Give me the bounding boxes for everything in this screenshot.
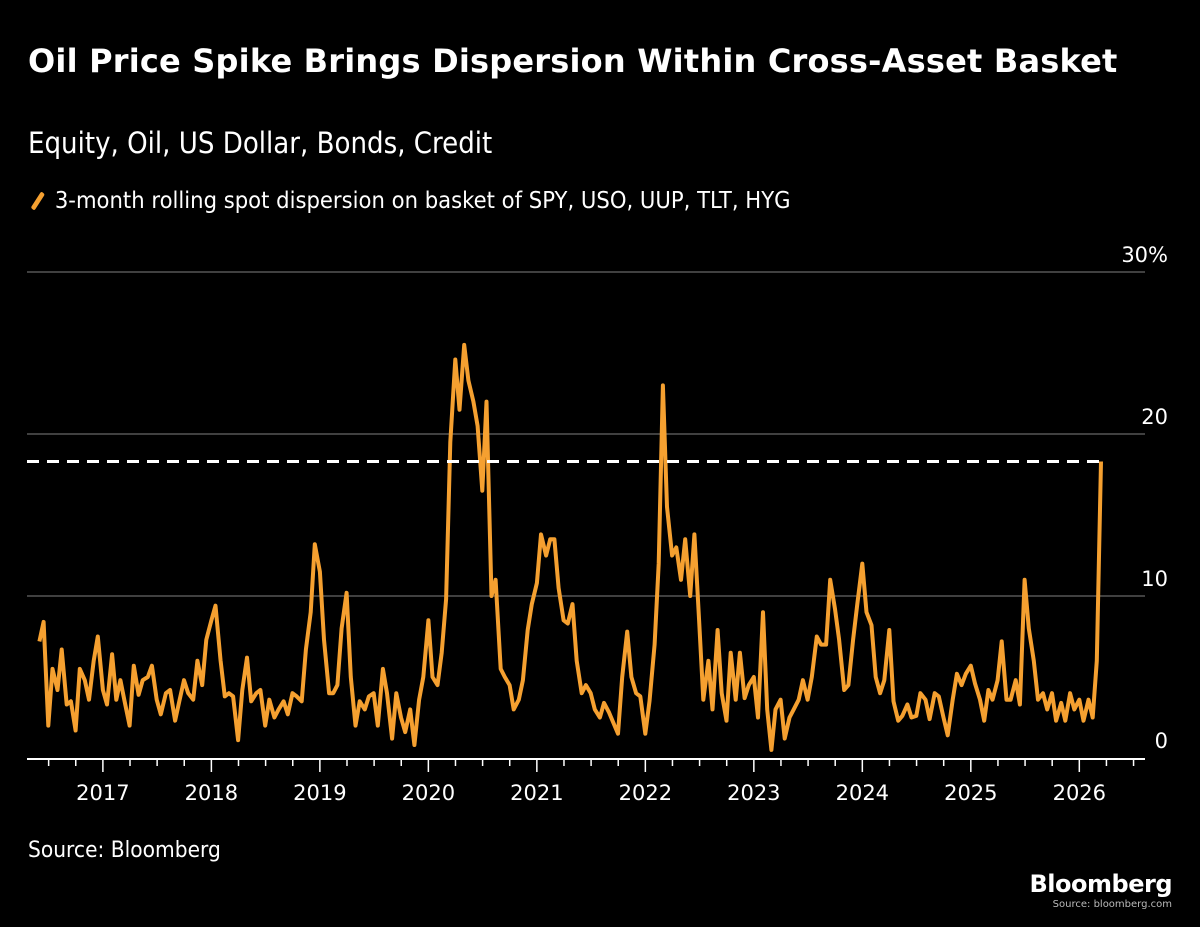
x-tick-label: 2021 — [510, 781, 563, 805]
x-tick-label: 2019 — [293, 781, 346, 805]
legend: 3-month rolling spot dispersion on baske… — [30, 188, 791, 214]
y-tick-label: 20 — [1141, 405, 1168, 429]
series-line — [37, 342, 1103, 752]
x-tick-label: 2024 — [836, 781, 889, 805]
x-tick-label: 2023 — [727, 781, 780, 805]
x-tick-label: 2017 — [76, 781, 129, 805]
y-tick-label: 30% — [1121, 243, 1168, 267]
x-tick-label: 2020 — [402, 781, 455, 805]
x-tick-label: 2022 — [619, 781, 672, 805]
legend-label: 3-month rolling spot dispersion on baske… — [54, 188, 791, 214]
chart-subtitle: Equity, Oil, US Dollar, Bonds, Credit — [28, 126, 493, 160]
x-tick-label: 2026 — [1053, 781, 1106, 805]
x-tick-label: 2018 — [185, 781, 238, 805]
y-tick-label: 0 — [1155, 729, 1168, 753]
y-tick-label: 10 — [1141, 567, 1168, 591]
chart-title: Oil Price Spike Brings Dispersion Within… — [28, 42, 1118, 80]
source-note: Source: Bloomberg — [28, 838, 221, 863]
bloomberg-logo: Bloomberg — [1029, 870, 1173, 898]
logo-source: Source: bloomberg.com — [1052, 899, 1172, 910]
x-tick-label: 2025 — [944, 781, 997, 805]
